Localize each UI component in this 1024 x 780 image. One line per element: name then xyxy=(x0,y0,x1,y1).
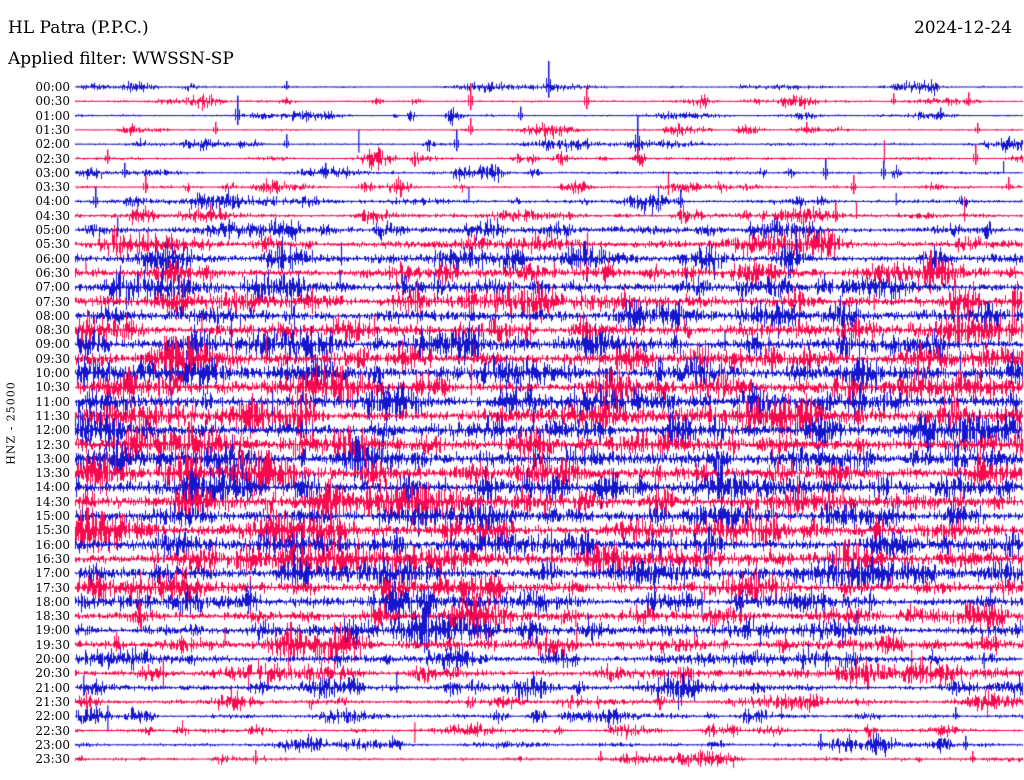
time-label: 20:30 xyxy=(35,666,70,681)
time-label: 06:00 xyxy=(35,251,70,266)
time-label: 18:00 xyxy=(35,594,70,609)
time-label: 05:30 xyxy=(35,237,70,252)
time-label: 07:00 xyxy=(35,280,70,295)
time-label: 01:00 xyxy=(35,108,70,123)
time-label: 00:30 xyxy=(35,94,70,109)
time-label: 03:30 xyxy=(35,180,70,195)
time-label: 23:00 xyxy=(35,737,70,752)
time-label: 23:30 xyxy=(35,752,70,767)
time-label: 21:30 xyxy=(35,694,70,709)
time-label: 17:00 xyxy=(35,566,70,581)
time-label: 04:00 xyxy=(35,194,70,209)
time-label: 08:30 xyxy=(35,323,70,338)
time-label: 11:30 xyxy=(35,408,70,423)
time-label: 10:00 xyxy=(35,366,70,380)
time-label: 13:00 xyxy=(35,451,70,466)
time-label: 13:30 xyxy=(35,466,70,481)
time-label: 18:30 xyxy=(35,609,70,624)
time-label: 16:30 xyxy=(35,551,70,566)
time-label: 17:30 xyxy=(35,580,70,595)
time-label: 14:00 xyxy=(35,480,70,495)
time-label: 20:00 xyxy=(35,652,70,666)
time-label: 01:30 xyxy=(35,122,70,137)
time-label: 19:30 xyxy=(35,637,70,652)
time-label: 16:00 xyxy=(35,537,70,552)
station-title: HL Patra (P.P.C.) xyxy=(8,18,149,38)
channel-scale-label: HNZ - 25000 xyxy=(4,381,18,465)
time-label: 09:30 xyxy=(35,351,70,366)
record-date: 2024-12-24 xyxy=(913,18,1012,38)
time-label: 12:30 xyxy=(35,437,70,452)
time-label: 06:30 xyxy=(35,265,70,280)
time-label: 00:00 xyxy=(35,80,70,94)
time-label: 14:30 xyxy=(35,494,70,509)
time-label: 15:00 xyxy=(35,509,70,523)
time-label: 02:30 xyxy=(35,151,70,166)
filter-label: Applied filter: WWSSN-SP xyxy=(8,49,234,69)
time-label: 08:00 xyxy=(35,308,70,323)
time-label: 22:30 xyxy=(35,723,70,738)
time-label: 21:00 xyxy=(35,680,70,695)
time-label: 07:30 xyxy=(35,294,70,309)
time-label: 03:00 xyxy=(35,165,70,180)
time-label: 10:30 xyxy=(35,380,70,395)
time-label: 22:00 xyxy=(35,709,70,724)
time-label: 12:00 xyxy=(35,423,70,438)
time-label: 15:30 xyxy=(35,523,70,538)
time-label: 19:00 xyxy=(35,623,70,638)
time-label: 11:00 xyxy=(35,394,70,409)
time-label: 09:00 xyxy=(35,337,70,352)
time-label: 05:00 xyxy=(35,223,70,237)
time-label: 02:00 xyxy=(35,137,70,152)
time-label: 04:30 xyxy=(35,208,70,223)
